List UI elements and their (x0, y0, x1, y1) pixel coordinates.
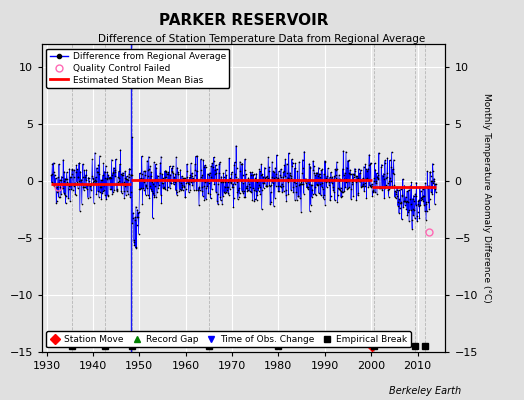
Text: Difference of Station Temperature Data from Regional Average: Difference of Station Temperature Data f… (99, 34, 425, 44)
Title: PARKER RESERVOIR: PARKER RESERVOIR (159, 12, 329, 28)
Y-axis label: Monthly Temperature Anomaly Difference (°C): Monthly Temperature Anomaly Difference (… (482, 93, 491, 303)
Text: Berkeley Earth: Berkeley Earth (389, 386, 461, 396)
Legend: Station Move, Record Gap, Time of Obs. Change, Empirical Break: Station Move, Record Gap, Time of Obs. C… (47, 331, 411, 348)
